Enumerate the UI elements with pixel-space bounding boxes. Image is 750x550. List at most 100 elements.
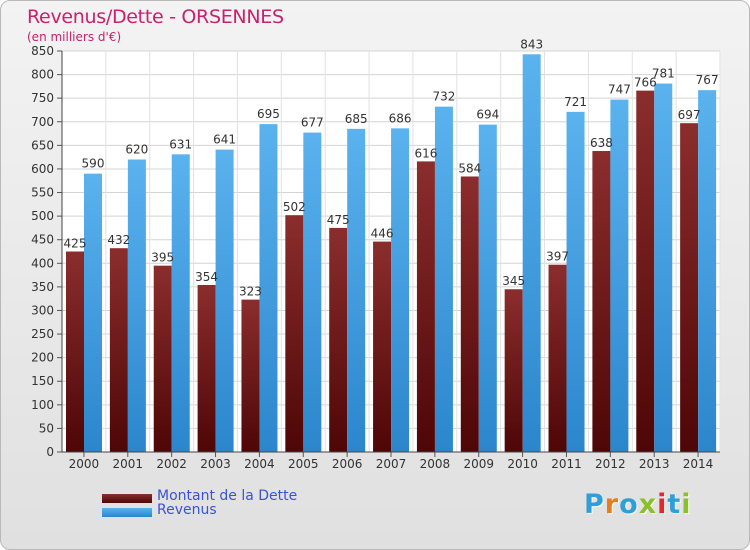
data-label-revenus: 843 xyxy=(520,37,543,51)
y-tick-label: 150 xyxy=(31,374,54,388)
legend-label-revenus: Revenus xyxy=(157,502,217,518)
x-tick-label: 2012 xyxy=(595,457,626,471)
bar-dette xyxy=(680,123,699,453)
y-tick-label: 100 xyxy=(31,398,54,412)
y-tick-label: 300 xyxy=(31,303,54,317)
legend-swatch-dette xyxy=(102,494,152,503)
x-tick-label: 2010 xyxy=(507,457,538,471)
data-label-dette: 397 xyxy=(546,250,569,264)
x-tick-label: 2004 xyxy=(244,457,275,471)
bar-revenus xyxy=(347,128,366,452)
chart-title: Revenus/Dette - ORSENNES xyxy=(27,6,284,28)
x-tick-label: 2013 xyxy=(639,457,670,471)
data-label-revenus: 747 xyxy=(608,83,631,97)
logo-letter: t xyxy=(667,489,682,520)
x-tick-label: 2008 xyxy=(420,457,451,471)
x-tick-label: 2000 xyxy=(69,457,100,471)
bar-revenus xyxy=(522,54,541,452)
y-tick-label: 650 xyxy=(31,138,54,152)
bar-dette xyxy=(373,241,392,452)
data-label-revenus: 620 xyxy=(125,143,148,157)
y-tick-label: 0 xyxy=(46,445,54,459)
x-tick-label: 2003 xyxy=(200,457,231,471)
y-tick-label: 700 xyxy=(31,115,54,129)
data-label-revenus: 695 xyxy=(257,107,280,121)
proxiti-logo: Proxiti xyxy=(584,489,692,520)
bar-revenus xyxy=(434,106,453,452)
legend-label-dette: Montant de la Dette xyxy=(157,488,298,504)
bar-revenus xyxy=(566,111,585,452)
bar-revenus xyxy=(215,149,234,452)
bar-dette xyxy=(460,176,479,452)
x-tick-label: 2009 xyxy=(463,457,494,471)
bar-revenus xyxy=(654,83,673,453)
data-label-revenus: 631 xyxy=(169,137,192,151)
data-label-dette: 502 xyxy=(283,200,306,214)
bar-revenus xyxy=(391,128,410,452)
logo-letter: x xyxy=(638,489,658,520)
x-tick-label: 2011 xyxy=(551,457,582,471)
y-tick-label: 400 xyxy=(31,256,54,270)
y-tick-label: 550 xyxy=(31,186,54,200)
y-tick-label: 600 xyxy=(31,162,54,176)
y-tick-label: 750 xyxy=(31,91,54,105)
x-tick-label: 2007 xyxy=(376,457,407,471)
y-tick-label: 450 xyxy=(31,233,54,247)
bar-dette xyxy=(329,227,348,452)
logo-letter: o xyxy=(619,489,639,520)
bar-revenus xyxy=(303,132,322,452)
data-label-revenus: 721 xyxy=(564,95,587,109)
data-label-dette: 766 xyxy=(634,76,657,90)
logo-letter: i xyxy=(657,489,668,520)
bar-revenus xyxy=(127,159,146,452)
legend-swatch-revenus xyxy=(102,508,152,517)
data-label-dette: 395 xyxy=(151,251,174,265)
x-tick-label: 2001 xyxy=(113,457,144,471)
data-label-dette: 432 xyxy=(107,233,130,247)
bar-dette xyxy=(592,151,611,453)
data-label-revenus: 677 xyxy=(301,116,324,130)
y-tick-label: 350 xyxy=(31,280,54,294)
data-label-dette: 345 xyxy=(502,274,525,288)
y-tick-label: 200 xyxy=(31,351,54,365)
data-label-revenus: 694 xyxy=(476,108,499,122)
bar-revenus xyxy=(259,124,278,452)
x-tick-label: 2014 xyxy=(683,457,714,471)
x-tick-label: 2005 xyxy=(288,457,319,471)
y-tick-label: 250 xyxy=(31,327,54,341)
data-label-dette: 584 xyxy=(458,161,481,175)
logo-letter: r xyxy=(604,489,620,520)
y-tick-label: 800 xyxy=(31,68,54,82)
bar-dette xyxy=(109,248,128,452)
data-label-revenus: 767 xyxy=(696,73,719,87)
data-label-dette: 475 xyxy=(327,213,350,227)
chart-subtitle: (en milliers d'€) xyxy=(27,30,122,44)
data-label-revenus: 781 xyxy=(652,67,675,81)
bar-revenus xyxy=(478,124,497,453)
y-tick-label: 850 xyxy=(31,44,54,58)
data-label-dette: 425 xyxy=(64,237,87,251)
data-label-dette: 446 xyxy=(371,227,394,241)
data-label-dette: 638 xyxy=(590,136,613,150)
x-tick-label: 2006 xyxy=(332,457,363,471)
data-label-dette: 616 xyxy=(414,146,437,160)
data-label-dette: 697 xyxy=(678,108,701,122)
bar-dette xyxy=(197,284,216,452)
bar-revenus xyxy=(610,99,629,452)
bar-dette xyxy=(66,251,84,452)
bar-dette xyxy=(504,289,523,452)
logo-letter: i xyxy=(681,489,692,520)
data-label-revenus: 590 xyxy=(82,157,105,171)
bar-revenus xyxy=(698,90,717,453)
bar-revenus xyxy=(171,154,190,452)
y-tick-label: 500 xyxy=(31,209,54,223)
bar-dette xyxy=(241,299,260,452)
data-label-dette: 323 xyxy=(239,285,262,299)
bar-dette xyxy=(548,264,567,452)
bar-dette xyxy=(153,265,172,452)
bar-dette xyxy=(636,90,655,452)
data-label-revenus: 686 xyxy=(389,111,412,125)
x-tick-label: 2002 xyxy=(156,457,187,471)
